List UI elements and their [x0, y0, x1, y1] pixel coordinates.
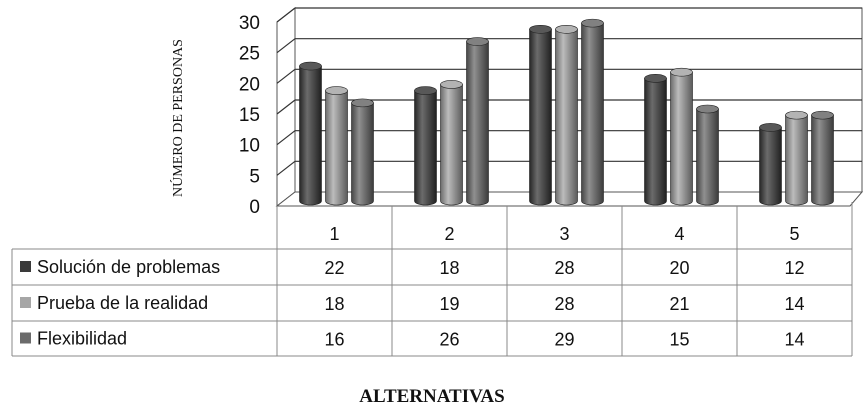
y-tick-label: 5 [249, 166, 260, 187]
bar [696, 104, 719, 206]
data-label: 20 [669, 258, 689, 278]
legend-label: Solución de problemas [37, 257, 220, 277]
data-label: 18 [439, 258, 459, 278]
gridline [276, 130, 296, 146]
bar [299, 61, 322, 206]
data-label: 16 [324, 330, 344, 350]
y-tick-label: 10 [239, 136, 260, 157]
gridline [276, 38, 296, 54]
bar [670, 67, 693, 206]
y-tick-label: 25 [239, 44, 260, 65]
legend-label: Prueba de la realidad [37, 293, 208, 313]
x-tick-label: 3 [559, 224, 569, 244]
bar [414, 86, 437, 206]
x-tick-label: 1 [329, 224, 339, 244]
y-tick-label: 20 [239, 74, 260, 95]
bar [581, 18, 604, 206]
bars [299, 18, 834, 206]
data-label: 22 [324, 258, 344, 278]
x-tick-label: 4 [674, 224, 684, 244]
x-tick-label: 5 [789, 224, 799, 244]
legend-swatch [20, 297, 31, 308]
bar [466, 37, 489, 206]
data-label: 28 [554, 258, 574, 278]
y-tick-labels: 0 5 10 15 20 25 30 [239, 13, 260, 218]
gridline [276, 99, 296, 115]
bar [759, 123, 782, 206]
bar [555, 24, 578, 206]
data-label: 14 [784, 330, 804, 350]
data-label: 15 [669, 330, 689, 350]
legend-swatch [20, 332, 31, 344]
y-axis-label: NÚMERO DE PERSONAS [169, 39, 186, 197]
data-label: 26 [439, 330, 459, 350]
bar [785, 110, 808, 206]
bar [811, 110, 834, 206]
y-tick-label: 30 [239, 13, 260, 34]
y-tick-label: 15 [239, 105, 260, 126]
bar [440, 80, 463, 206]
bar [644, 74, 667, 206]
data-label: 21 [669, 294, 689, 314]
data-label: 18 [324, 294, 344, 314]
legend-swatch [20, 261, 31, 272]
bar [325, 86, 348, 206]
y-tick-label: 0 [249, 197, 260, 218]
gridline [276, 68, 296, 84]
bar [529, 24, 552, 206]
data-label: 28 [554, 294, 574, 314]
data-label: 19 [439, 294, 459, 314]
x-tick-label: 2 [444, 224, 454, 244]
gridline [276, 160, 296, 176]
x-axis-label: ALTERNATIVAS [359, 386, 504, 407]
legend-label: Flexibilidad [37, 329, 127, 349]
data-label: 12 [784, 258, 804, 278]
bar [351, 98, 374, 206]
data-label: 14 [784, 294, 804, 314]
gridline [276, 7, 296, 23]
data-label: 29 [554, 330, 574, 350]
